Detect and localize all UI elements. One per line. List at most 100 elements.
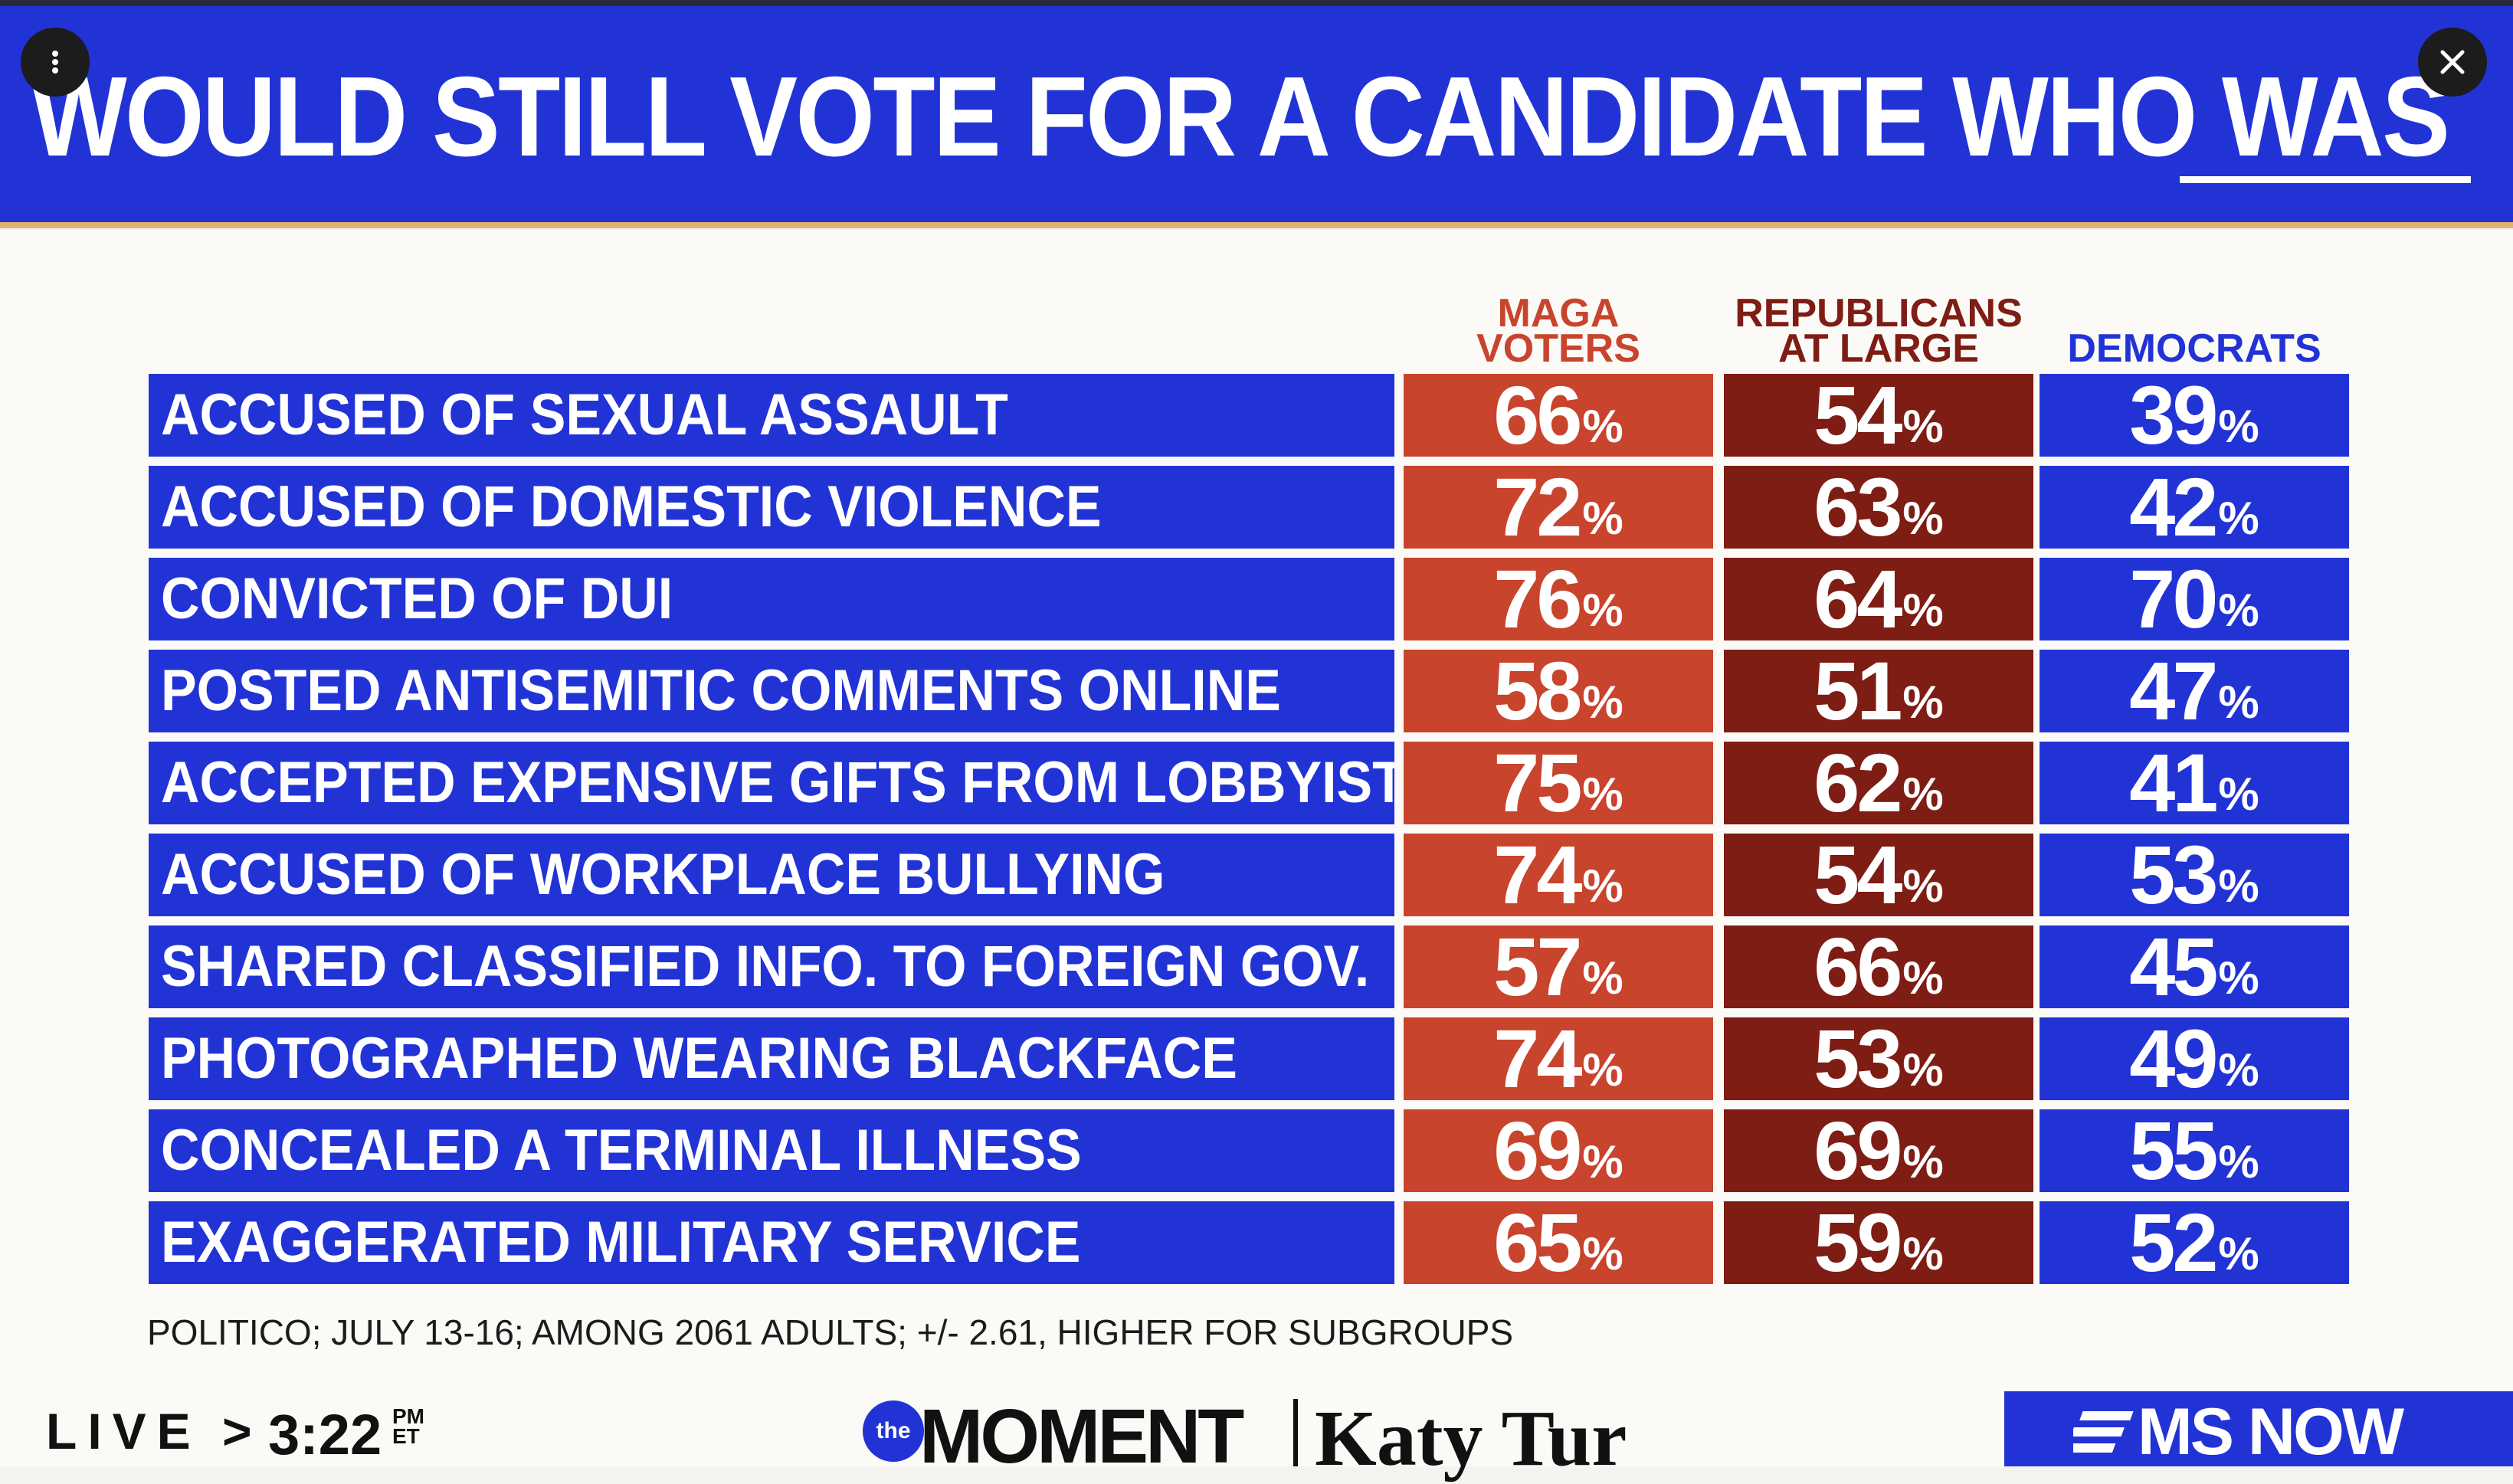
- value-cell: 45%: [2040, 925, 2349, 1008]
- value-cell: 54%: [1724, 374, 2033, 457]
- value-cell: 66%: [1724, 925, 2033, 1008]
- percent-sign: %: [1582, 676, 1623, 728]
- percent-sign: %: [1582, 1135, 1623, 1188]
- value-cell: 53%: [2040, 834, 2349, 916]
- live-arrow: >: [222, 1403, 252, 1459]
- percent-sign: %: [1902, 1227, 1944, 1279]
- percent-sign: %: [1902, 492, 1944, 544]
- title-blank-line: [2180, 176, 2471, 183]
- row-label-text: ACCUSED OF DOMESTIC VIOLENCE: [161, 474, 1102, 539]
- percent-sign: %: [1902, 1043, 1944, 1096]
- show-logo: the: [863, 1400, 924, 1462]
- row-label: PHOTOGRAPHED WEARING BLACKFACE: [149, 1017, 1394, 1100]
- percent-sign: %: [1902, 768, 1944, 820]
- value-cell: 66%: [1404, 374, 1713, 457]
- more-vertical-icon: [52, 51, 58, 74]
- percent-sign: %: [1582, 952, 1623, 1004]
- percent-sign: %: [1582, 400, 1623, 452]
- value-cell: 62%: [1724, 742, 2033, 824]
- value-cell: 69%: [1404, 1109, 1713, 1192]
- top-edge: [0, 0, 2513, 6]
- value-number: 54: [1813, 828, 1902, 921]
- percent-sign: %: [2218, 1227, 2259, 1279]
- live-label: LIVE: [46, 1403, 201, 1459]
- column-header: REPUBLICANS AT LARGE: [1724, 290, 2033, 371]
- value-cell: 41%: [2040, 742, 2349, 824]
- percent-sign: %: [2218, 584, 2259, 636]
- value-number: 54: [1813, 369, 1902, 461]
- value-cell: 51%: [1724, 650, 2033, 732]
- value-cell: 52%: [2040, 1201, 2349, 1284]
- column-header-label: DEMOCRATS: [2067, 326, 2321, 371]
- value-cell: 55%: [2040, 1109, 2349, 1192]
- value-number: 42: [2129, 460, 2218, 553]
- row-label: SHARED CLASSIFIED INFO. TO FOREIGN GOV.: [149, 925, 1394, 1008]
- value-number: 75: [1493, 736, 1582, 829]
- row-label: ACCUSED OF SEXUAL ASSAULT: [149, 374, 1394, 457]
- source-note: POLITICO; JULY 13-16; AMONG 2061 ADULTS;…: [147, 1312, 1514, 1352]
- column-header: DEMOCRATS: [2040, 290, 2349, 371]
- value-number: 74: [1493, 828, 1582, 921]
- percent-sign: %: [1902, 952, 1944, 1004]
- value-number: 66: [1813, 920, 1902, 1013]
- value-number: 70: [2129, 552, 2218, 645]
- value-number: 72: [1493, 460, 1582, 553]
- value-cell: 58%: [1404, 650, 1713, 732]
- value-cell: 72%: [1404, 466, 1713, 549]
- value-cell: 42%: [2040, 466, 2349, 549]
- title-banner: WOULD STILL VOTE FOR A CANDIDATE WHO WAS: [0, 6, 2513, 228]
- network-logo-icon: [2073, 1411, 2134, 1453]
- row-label: POSTED ANTISEMITIC COMMENTS ONLINE: [149, 650, 1394, 732]
- percent-sign: %: [2218, 952, 2259, 1004]
- percent-sign: %: [2218, 768, 2259, 820]
- percent-sign: %: [1902, 584, 1944, 636]
- row-label: ACCUSED OF WORKPLACE BULLYING: [149, 834, 1394, 916]
- percent-sign: %: [2218, 860, 2259, 912]
- close-icon: [2440, 50, 2465, 74]
- value-cell: 65%: [1404, 1201, 1713, 1284]
- value-number: 52: [2129, 1196, 2218, 1289]
- value-cell: 75%: [1404, 742, 1713, 824]
- column-header: MAGA VOTERS: [1404, 290, 1713, 369]
- value-cell: 57%: [1404, 925, 1713, 1008]
- value-cell: 54%: [1724, 834, 2033, 916]
- network-name: MS NOW: [2138, 1395, 2404, 1469]
- row-label-text: ACCUSED OF WORKPLACE BULLYING: [161, 842, 1165, 907]
- value-number: 66: [1493, 369, 1582, 461]
- value-cell: 74%: [1404, 1017, 1713, 1100]
- graphic-title: WOULD STILL VOTE FOR A CANDIDATE WHO WAS: [31, 54, 2450, 180]
- value-number: 51: [1813, 644, 1902, 737]
- percent-sign: %: [2218, 676, 2259, 728]
- value-cell: 49%: [2040, 1017, 2349, 1100]
- clock-time: 3:22: [268, 1403, 382, 1466]
- row-label: CONVICTED OF DUI: [149, 558, 1394, 640]
- percent-sign: %: [1582, 584, 1623, 636]
- row-label-text: PHOTOGRAPHED WEARING BLACKFACE: [161, 1026, 1237, 1091]
- row-label-text: SHARED CLASSIFIED INFO. TO FOREIGN GOV.: [161, 934, 1370, 999]
- row-label-text: CONVICTED OF DUI: [161, 566, 673, 631]
- more-options-button[interactable]: [21, 28, 90, 97]
- value-number: 57: [1493, 920, 1582, 1013]
- percent-sign: %: [1582, 1227, 1623, 1279]
- value-number: 63: [1813, 460, 1902, 553]
- row-label-text: ACCEPTED EXPENSIVE GIFTS FROM LOBBYISTS: [161, 750, 1394, 815]
- row-label: ACCUSED OF DOMESTIC VIOLENCE: [149, 466, 1394, 549]
- value-number: 69: [1813, 1104, 1902, 1197]
- row-label: ACCEPTED EXPENSIVE GIFTS FROM LOBBYISTS: [149, 742, 1394, 824]
- percent-sign: %: [2218, 400, 2259, 452]
- value-cell: 47%: [2040, 650, 2349, 732]
- value-number: 53: [2129, 828, 2218, 921]
- percent-sign: %: [1902, 860, 1944, 912]
- show-name: MOMENT: [919, 1394, 1244, 1479]
- value-number: 53: [1813, 1012, 1902, 1105]
- value-cell: 59%: [1724, 1201, 2033, 1284]
- column-header-label: REPUBLICANS AT LARGE: [1735, 291, 2023, 371]
- percent-sign: %: [1902, 1135, 1944, 1188]
- row-label-text: POSTED ANTISEMITIC COMMENTS ONLINE: [161, 658, 1281, 723]
- row-label: EXAGGERATED MILITARY SERVICE: [149, 1201, 1394, 1284]
- percent-sign: %: [1582, 768, 1623, 820]
- value-number: 76: [1493, 552, 1582, 645]
- value-number: 58: [1493, 644, 1582, 737]
- value-number: 45: [2129, 920, 2218, 1013]
- close-button[interactable]: [2418, 28, 2487, 97]
